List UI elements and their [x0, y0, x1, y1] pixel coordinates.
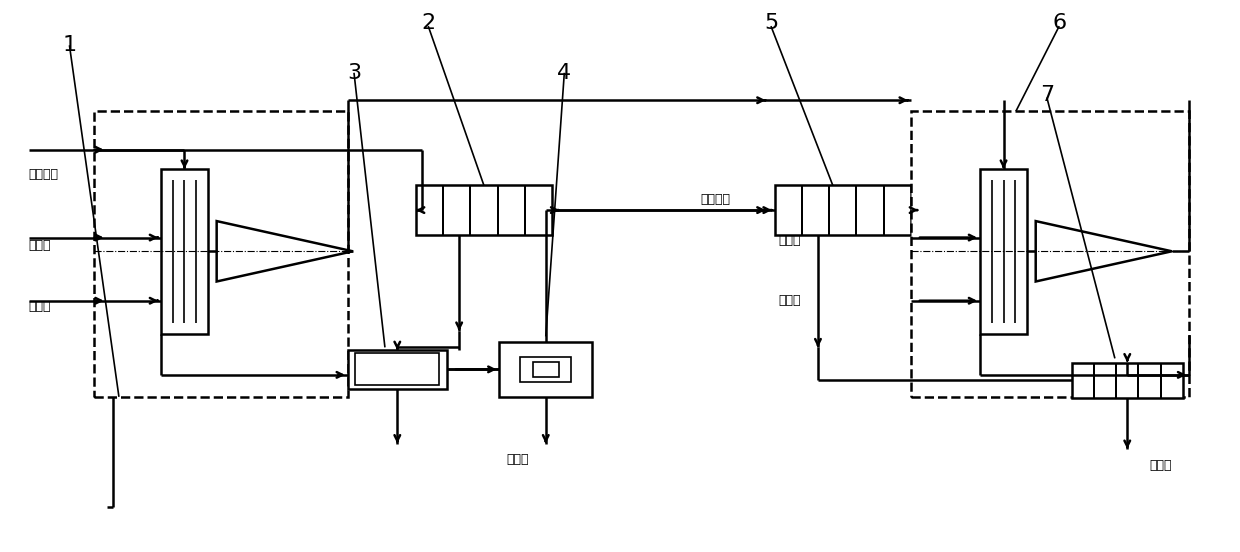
Bar	[910, 112, 1189, 397]
Bar	[521, 357, 572, 382]
Bar	[500, 342, 593, 397]
Text: 氯化钓: 氯化钓	[1149, 459, 1172, 472]
Bar	[980, 169, 1027, 333]
Text: 4: 4	[557, 63, 572, 83]
Bar	[347, 350, 446, 389]
Bar	[161, 169, 208, 333]
Text: 6: 6	[1053, 13, 1066, 33]
Bar	[775, 185, 910, 235]
Text: 生蜩汽: 生蜩汽	[29, 240, 51, 252]
Text: 蝉馏水: 蝉馏水	[779, 294, 801, 307]
Text: 5: 5	[764, 13, 777, 33]
Text: 纯碱氤: 纯碱氤	[506, 454, 528, 466]
Text: 2: 2	[422, 13, 435, 33]
Bar	[94, 112, 347, 397]
Text: 蝉馏水: 蝉馏水	[29, 300, 51, 312]
Text: 纯碱气氪: 纯碱气氪	[701, 193, 730, 205]
Text: 天然碱液: 天然碱液	[29, 168, 58, 181]
Bar	[355, 353, 439, 385]
Text: 1: 1	[62, 35, 77, 55]
Text: 7: 7	[1040, 85, 1054, 105]
Text: 3: 3	[347, 63, 361, 83]
Bar	[533, 362, 558, 377]
Bar	[415, 185, 552, 235]
Bar	[1071, 363, 1183, 398]
Text: 生蜩汽: 生蜩汽	[779, 234, 801, 247]
